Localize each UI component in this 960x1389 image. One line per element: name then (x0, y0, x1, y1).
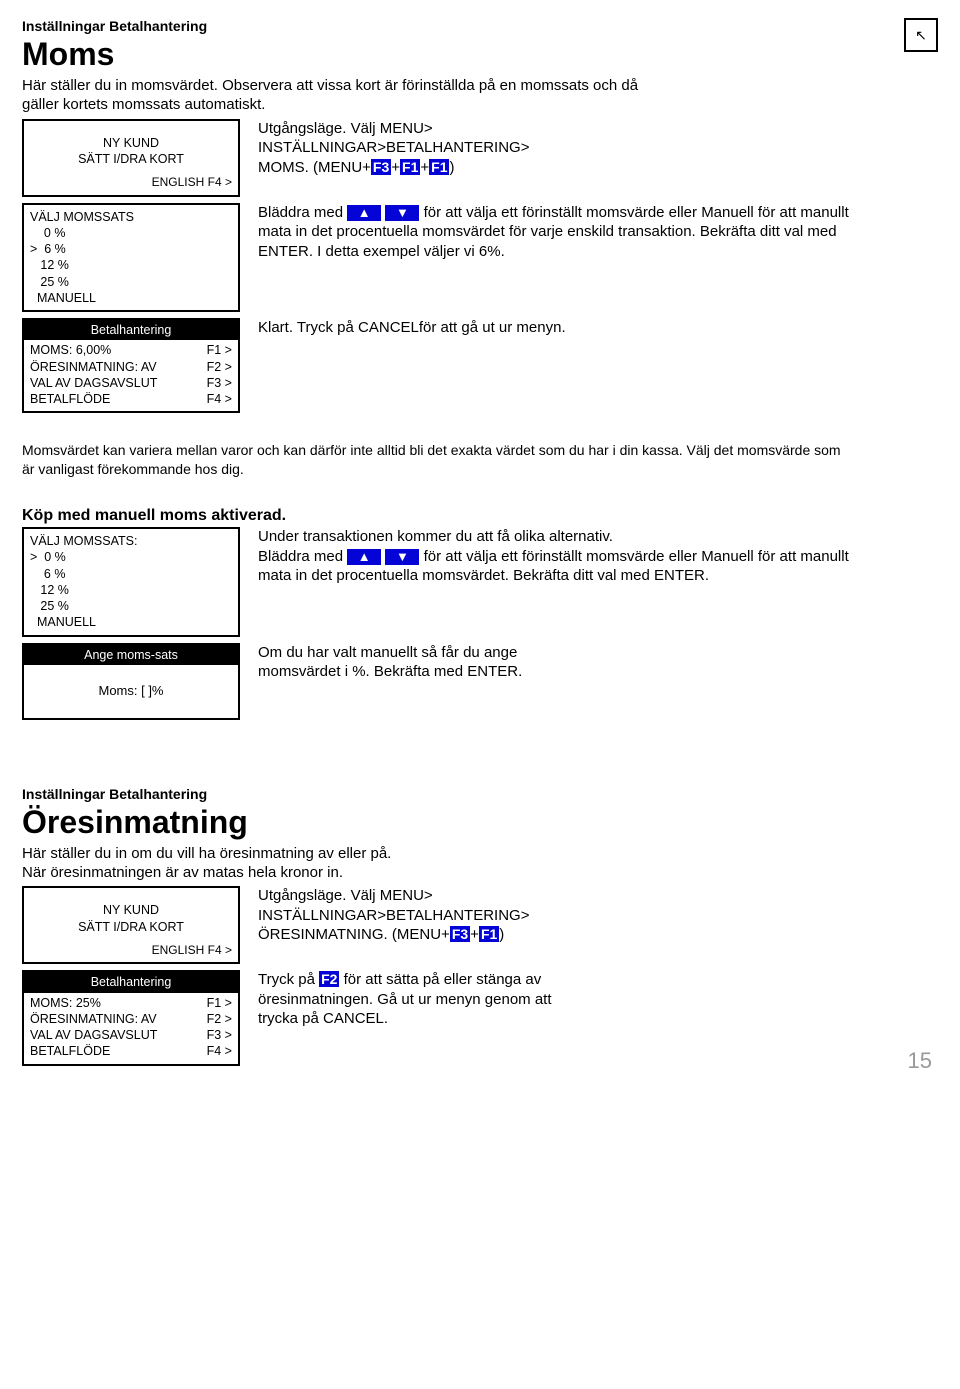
list-item: 6 % (30, 566, 232, 582)
page-title: Öresinmatning (22, 804, 938, 841)
intro-text: Här ställer du in om du vill ha öresinma… (22, 845, 642, 883)
menu-label: MOMS: 25% (30, 995, 101, 1011)
menu-label: MOMS: 6,00% (30, 342, 111, 358)
list-item: > 6 % (30, 241, 232, 257)
list-item: 25 % (30, 274, 232, 290)
moms-input-value: Moms: [ ]% (24, 665, 238, 718)
list-item: 12 % (30, 257, 232, 273)
menu-fkey: F1 > (207, 342, 232, 358)
list-item: > 0 % (30, 549, 232, 565)
text: för att välja ett förinställt (424, 548, 582, 565)
list-item: MANUELL (30, 614, 232, 630)
desc-done: Klart. Tryck på CANCELför att gå ut ur m… (258, 318, 566, 338)
menu-row: ÖRESINMATNING: AV F2 > (30, 1011, 232, 1027)
text: INSTÄLLNINGAR>BETALHANTERING> (258, 907, 529, 924)
menu-row: BETALFLÖDE F4 > (30, 1043, 232, 1059)
down-arrow-icon: ▼ (385, 549, 419, 565)
terminal-footer: ENGLISH F4 > (30, 175, 232, 191)
desc-start: Utgångsläge. Välj MENU> INSTÄLLNINGAR>BE… (258, 886, 529, 945)
menu-label: VAL AV DAGSAVSLUT (30, 375, 157, 391)
panel-title: VÄLJ MOMSSATS (30, 209, 232, 225)
panel-header: Betalhantering (24, 972, 238, 992)
menu-row: BETALFLÖDE F4 > (30, 391, 232, 407)
desc-vat: Bläddra med ▲ ▼ för att välja ett förins… (258, 203, 858, 262)
panel-header: Ange moms-sats (24, 645, 238, 665)
sub-heading: Köp med manuell moms aktiverad. (22, 507, 938, 525)
desc-input: Om du har valt manuellt så får du ange m… (258, 643, 578, 682)
menu-row: VAL AV DAGSAVSLUT F3 > (30, 375, 232, 391)
text: + (420, 159, 429, 176)
vat-select-panel-2: VÄLJ MOMSSATS: > 0 % 6 % 12 % 25 % MANUE… (22, 527, 240, 637)
text: ) (499, 926, 504, 943)
menu-fkey: F3 > (207, 1027, 232, 1043)
terminal-line: NY KUND (30, 135, 232, 151)
breadcrumb: Inställningar Betalhantering (22, 786, 938, 802)
menu-fkey: F3 > (207, 375, 232, 391)
page-title: Moms (22, 36, 938, 73)
menu-fkey: F4 > (207, 1043, 232, 1059)
menu-fkey: F2 > (207, 359, 232, 375)
text: INSTÄLLNINGAR>BETALHANTERING> (258, 139, 529, 156)
betalhantering-menu-panel: Betalhantering MOMS: 6,00% F1 > ÖRESINMAT… (22, 318, 240, 413)
text: Under transaktionen kommer du att få oli… (258, 528, 613, 545)
menu-fkey: F4 > (207, 391, 232, 407)
text: Tryck på (258, 971, 319, 988)
desc-start: Utgångsläge. Välj MENU> INSTÄLLNINGAR>BE… (258, 119, 529, 178)
text: Utgångsläge. Välj MENU> (258, 120, 433, 137)
cursor-indicator: ↖ (904, 18, 938, 52)
terminal-line: SÄTT I/DRA KORT (30, 151, 232, 167)
vat-select-panel: VÄLJ MOMSSATS 0 % > 6 % 12 % 25 % MANUEL… (22, 203, 240, 313)
menu-fkey: F1 > (207, 995, 232, 1011)
menu-label: BETALFLÖDE (30, 1043, 110, 1059)
menu-fkey: F2 > (207, 1011, 232, 1027)
breadcrumb: Inställningar Betalhantering (22, 18, 938, 34)
terminal-start-panel: NY KUND SÄTT I/DRA KORT ENGLISH F4 > (22, 119, 240, 197)
fkey-badge: F3 (371, 159, 391, 175)
fkey-badge: F1 (479, 926, 499, 942)
up-arrow-icon: ▲ (347, 549, 381, 565)
menu-row: MOMS: 6,00% F1 > (30, 342, 232, 358)
text: + (391, 159, 400, 176)
text: ) (449, 159, 454, 176)
menu-label: ÖRESINMATNING: AV (30, 1011, 157, 1027)
moms-input-panel: Ange moms-sats Moms: [ ]% (22, 643, 240, 720)
fkey-badge: F3 (450, 926, 470, 942)
terminal-start-panel: NY KUND SÄTT I/DRA KORT ENGLISH F4 > (22, 886, 240, 964)
text: + (470, 926, 479, 943)
page-number: 15 (908, 1048, 932, 1074)
list-item: 0 % (30, 225, 232, 241)
list-item: MANUELL (30, 290, 232, 306)
text: MOMS. (MENU+ (258, 159, 371, 176)
terminal-line: NY KUND (30, 902, 232, 918)
desc-vat-2: Under transaktionen kommer du att få oli… (258, 527, 858, 586)
menu-label: ÖRESINMATNING: AV (30, 359, 157, 375)
intro-text: Här ställer du in momsvärdet. Observera … (22, 77, 642, 115)
cursor-icon: ↖ (915, 27, 927, 44)
desc-menu: Tryck på F2 för att sätta på eller stäng… (258, 970, 578, 1029)
menu-row: MOMS: 25% F1 > (30, 995, 232, 1011)
text: ÖRESINMATNING. (MENU+ (258, 926, 450, 943)
menu-label: BETALFLÖDE (30, 391, 110, 407)
note-text: Momsvärdet kan variera mellan varor och … (22, 441, 842, 479)
menu-row: ÖRESINMATNING: AV F2 > (30, 359, 232, 375)
menu-row: VAL AV DAGSAVSLUT F3 > (30, 1027, 232, 1043)
text: Utgångsläge. Välj MENU> (258, 887, 433, 904)
panel-header: Betalhantering (24, 320, 238, 340)
up-arrow-icon: ▲ (347, 205, 381, 221)
menu-label: VAL AV DAGSAVSLUT (30, 1027, 157, 1043)
text: för att välja ett förinställt (424, 204, 582, 221)
down-arrow-icon: ▼ (385, 205, 419, 221)
text: Bläddra med (258, 548, 343, 565)
list-item: 12 % (30, 582, 232, 598)
fkey-badge: F1 (400, 159, 420, 175)
betalhantering-menu-panel: Betalhantering MOMS: 25% F1 > ÖRESINMATNI… (22, 970, 240, 1065)
terminal-line: SÄTT I/DRA KORT (30, 919, 232, 935)
terminal-footer: ENGLISH F4 > (30, 943, 232, 959)
text: Bläddra med (258, 204, 343, 221)
fkey-badge: F2 (319, 971, 339, 987)
panel-title: VÄLJ MOMSSATS: (30, 533, 232, 549)
fkey-badge: F1 (429, 159, 449, 175)
list-item: 25 % (30, 598, 232, 614)
